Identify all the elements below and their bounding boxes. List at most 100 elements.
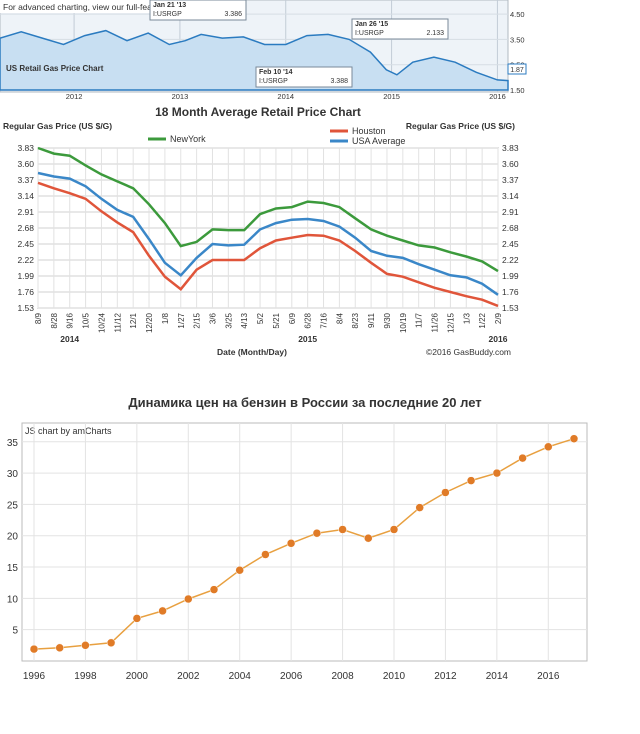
c3-price-line	[33, 437, 575, 650]
eighteen-month-price-chart: 18 Month Average Retail Price Chart Regu…	[3, 105, 519, 357]
c3-point	[415, 503, 424, 512]
overview-y-ticks: 1.502.503.504.50	[510, 10, 525, 95]
c3-y-tick: 10	[7, 594, 19, 605]
c2-y-tick-left: 2.45	[17, 239, 34, 249]
c2-year-label: 2014	[60, 334, 79, 344]
c2-y-tick-left: 1.53	[17, 303, 34, 313]
c2-x-tick: 9/11	[367, 312, 376, 328]
c2-x-tick: 2/9	[494, 312, 503, 324]
c3-point	[364, 533, 373, 543]
c2-x-tick: 11/7	[415, 312, 424, 328]
c3-point	[286, 539, 296, 548]
c2-y-tick-right: 1.76	[502, 287, 519, 297]
c2-y-tick-left: 3.83	[17, 143, 34, 153]
c2-legend-label: NewYork	[170, 134, 206, 144]
c2-x-ticks: 8/9 8/28 9/16 10/5 10/24 11/12 12/1 12/20 1/8 1/2…	[34, 312, 503, 333]
c2-y-tick-left: 3.37	[17, 175, 34, 185]
c3-x-tick: 2010	[383, 671, 406, 682]
c2-credit: ©2016 GasBuddy.com	[426, 347, 511, 357]
callout-2-symbol: I:USRGP	[259, 78, 288, 85]
overview-y-tick: 3.50	[510, 35, 525, 44]
c2-y-tick-left: 1.99	[17, 271, 34, 281]
c3-x-tick: 2000	[126, 671, 149, 682]
c2-y-tick-left: 2.68	[17, 223, 34, 233]
c3-point	[132, 614, 142, 623]
c3-y-tick: 20	[7, 532, 19, 543]
c3-points	[29, 434, 579, 654]
c2-x-tick: 2/15	[193, 312, 202, 328]
overview-x-tick: 2013	[172, 92, 189, 100]
c3-x-tick: 2008	[331, 671, 354, 682]
c3-y-tick: 15	[7, 563, 19, 574]
overview-price-area	[0, 29, 509, 91]
c2-x-tick: 6/9	[288, 312, 297, 324]
c3-point	[441, 488, 450, 497]
c2-x-tick: 1/8	[161, 312, 170, 324]
c3-x-ticks: 1996 1998 2000 2002 2004 2006 2008 2010 2012 2014…	[23, 671, 560, 682]
c2-y-ticks: 1.53 1.53 1.76 1.76 1.99 1.99 2.22 2.22 2.45 2.45…	[17, 143, 518, 313]
c2-x-tick: 6/28	[304, 312, 313, 328]
c2-x-tick: 12/15	[446, 312, 455, 333]
c3-credit: JS chart by amCharts	[25, 426, 112, 436]
c2-series-line	[37, 146, 499, 273]
c2-y-tick-right: 2.22	[502, 255, 519, 265]
top-note-bg	[0, 0, 150, 13]
c2-y-tick-left: 1.76	[17, 287, 34, 297]
c2-x-tick: 8/4	[335, 312, 344, 324]
c3-y-tick: 35	[7, 438, 19, 449]
c3-point	[466, 476, 476, 485]
c3-point	[235, 565, 244, 575]
c3-point	[569, 434, 579, 443]
c2-x-tick: 10/5	[82, 312, 91, 328]
c2-series-lines	[37, 146, 499, 308]
c2-x-tick: 9/16	[66, 312, 75, 328]
c2-y-tick-right: 2.91	[502, 207, 519, 217]
russia-gas-price-chart: Динамика цен на бензин в России за после…	[7, 395, 588, 682]
c2-y-tick-right: 2.45	[502, 239, 519, 249]
c3-x-tick: 1996	[23, 671, 46, 682]
c2-year-label: 2016	[489, 334, 508, 344]
c2-x-tick: 10/24	[97, 312, 106, 333]
c2-legend-label: Houston	[352, 126, 386, 136]
current-price-badge-text: 1.87	[510, 67, 524, 74]
c2-y-tick-right: 3.83	[502, 143, 519, 153]
c2-xlabel: Date (Month/Day)	[217, 347, 287, 357]
c3-point	[29, 644, 39, 654]
top-note: For advanced charting, view our full-fea…	[3, 2, 167, 12]
c2-grid	[37, 147, 499, 309]
c3-x-tick: 2004	[229, 671, 252, 682]
callout-3: Jan 26 '15 I:USRGP 2.133	[351, 18, 449, 40]
c3-y-tick: 25	[7, 500, 19, 511]
overview-box-label: US Retail Gas Price Chart	[6, 64, 104, 73]
c3-point	[312, 528, 322, 538]
c2-x-tick: 5/21	[272, 312, 281, 328]
c2-year-label: 2015	[298, 334, 317, 344]
c3-x-tick: 2012	[434, 671, 457, 682]
c2-y-tick-right: 3.60	[502, 159, 519, 169]
c2-x-tick: 11/12	[113, 312, 122, 332]
c3-point	[518, 453, 527, 463]
callout-3-value: 2.133	[426, 30, 444, 37]
callout-1: Jan 21 '13 I:USRGP 3.386	[149, 0, 247, 21]
c2-y-tick-right: 1.99	[502, 271, 519, 281]
c2-x-tick: 3/6	[208, 312, 217, 324]
overview-y-tick: 4.50	[510, 10, 525, 19]
c2-x-tick: 5/2	[256, 312, 265, 324]
c3-y-tick: 30	[7, 469, 19, 480]
c2-ylabel-right: Regular Gas Price (US $/G)	[406, 121, 515, 131]
c3-x-tick: 2014	[486, 671, 509, 682]
c3-y-tick: 5	[12, 626, 18, 637]
overview-x-tick: 2016	[489, 92, 506, 100]
c2-legend-label: USA Average	[352, 136, 405, 146]
c3-title: Динамика цен на бензин в России за после…	[128, 395, 481, 410]
c3-point	[55, 643, 64, 653]
c2-x-tick: 8/9	[34, 312, 43, 324]
c3-point	[184, 594, 193, 604]
overview-x-tick: 2015	[383, 92, 400, 100]
c2-year-labels: 2014 2015 2016	[60, 334, 507, 344]
callout-2: Feb 10 '14 I:USRGP 3.388	[255, 66, 353, 88]
c2-x-tick: 8/23	[351, 312, 360, 328]
c3-x-tick: 2006	[280, 671, 303, 682]
c2-x-tick: 4/13	[240, 312, 249, 328]
